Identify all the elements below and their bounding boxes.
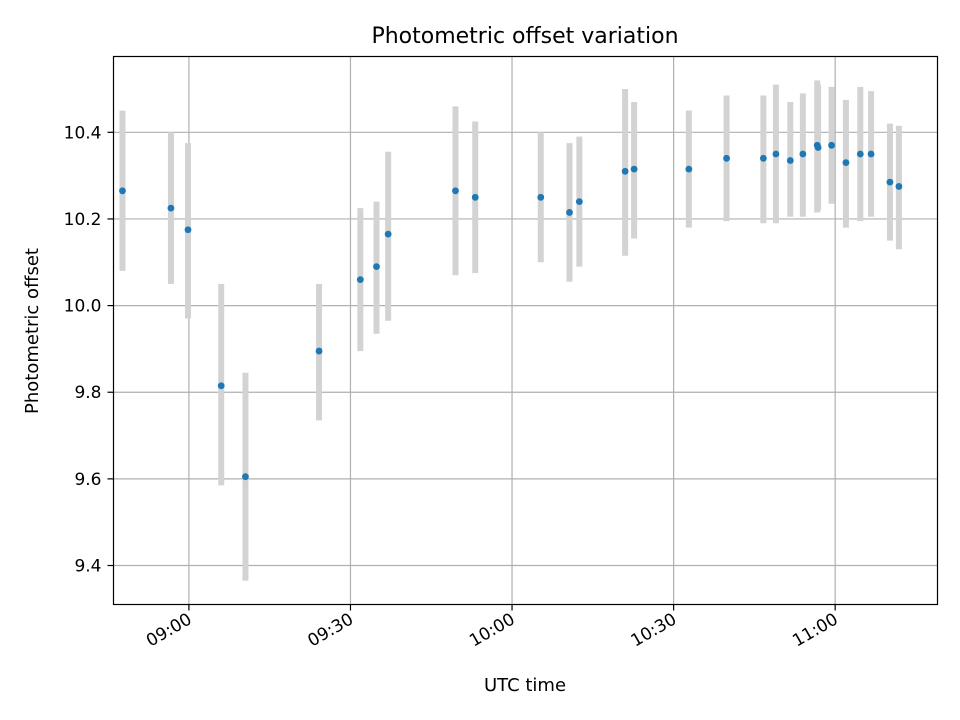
x-tick-label: 09:00: [143, 610, 195, 652]
data-point: [384, 230, 392, 238]
data-point: [772, 150, 780, 158]
x-tick-label: 09:30: [305, 610, 357, 652]
y-tick-label: 10.4: [64, 123, 102, 143]
data-point: [217, 382, 225, 390]
data-point: [814, 144, 822, 151]
data-point: [828, 141, 835, 149]
y-axis-label: Photometric offset: [22, 248, 43, 414]
data-point: [373, 263, 380, 271]
data-point: [867, 150, 875, 158]
data-point: [452, 187, 459, 195]
data-point: [895, 183, 903, 190]
data-point: [119, 187, 126, 195]
plot-frame: [112, 55, 939, 606]
data-point: [856, 150, 864, 158]
error-bars: [119, 80, 902, 581]
data-point: [315, 347, 323, 355]
data-point: [184, 226, 192, 234]
x-tick-label: 10:30: [628, 610, 680, 652]
data-point: [799, 150, 807, 158]
chart-title: Photometric offset variation: [371, 24, 678, 49]
data-points: [119, 141, 903, 481]
grid: [113, 56, 938, 605]
y-tick-label: 9.8: [74, 383, 101, 403]
data-point: [242, 473, 249, 481]
y-tick-label: 10.2: [64, 210, 102, 230]
x-tick-label: 11:00: [789, 610, 841, 652]
data-point: [356, 276, 364, 283]
y-tick-label: 10.0: [64, 297, 102, 317]
data-point: [685, 165, 693, 173]
data-point: [886, 178, 894, 186]
y-tick-label: 9.4: [74, 557, 101, 577]
data-point: [537, 193, 545, 201]
x-tick-label: 10:00: [466, 610, 518, 652]
data-point: [842, 159, 850, 167]
data-point: [630, 165, 638, 173]
data-point: [575, 198, 583, 206]
data-point: [471, 193, 479, 201]
data-point: [566, 209, 573, 216]
y-tick-label: 9.6: [74, 470, 101, 490]
data-point: [786, 157, 794, 164]
data-point: [167, 204, 175, 212]
data-point: [723, 154, 730, 162]
x-axis-label: UTC time: [484, 675, 566, 696]
data-point: [621, 167, 629, 175]
data-point: [759, 154, 767, 162]
